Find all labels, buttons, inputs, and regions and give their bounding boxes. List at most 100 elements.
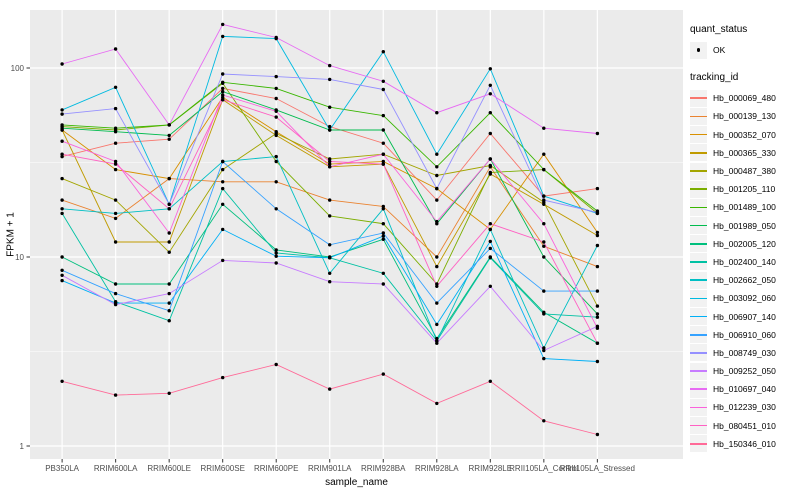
data-point [435,198,439,202]
data-point [381,231,385,235]
legend-item-label: Hb_000365_330 [713,147,776,158]
data-point [381,234,385,238]
data-point [60,198,64,202]
data-point [60,255,64,259]
legend-item-Hb_001989_050: Hb_001989_050 [690,217,800,235]
data-point [113,47,118,51]
data-point [113,106,118,111]
data-point [542,289,546,293]
legend-item-Hb_001489_100: Hb_001489_100 [690,198,800,216]
data-point [167,207,171,211]
legend-item-Hb_006907_140: Hb_006907_140 [690,307,800,326]
data-point [274,115,278,119]
legend-key-box [690,308,707,326]
data-point [542,167,546,172]
data-point [435,341,439,345]
legend-item-ok: OK [690,41,800,59]
line-swatch-icon [690,115,707,118]
y-tick-label: 1 [20,442,25,451]
data-point [113,291,118,296]
x-tick-label: RRII105LA_Stressed [560,464,635,473]
x-tick-label: RRIM600PE [254,464,298,473]
data-point [595,131,600,136]
data-point [274,251,278,255]
legend-item-Hb_002005_120: Hb_002005_120 [690,235,800,253]
data-point [113,162,118,166]
data-point [542,244,546,248]
data-point [167,291,171,296]
legend-item-Hb_000487_380: Hb_000487_380 [690,162,800,180]
data-point [381,282,385,286]
data-point [488,246,492,251]
data-point [113,126,118,130]
y-axis-title: FPKM + 1 [5,212,17,257]
data-point [542,346,546,350]
data-point [60,152,64,156]
data-point [435,264,439,269]
data-point [221,202,225,206]
line-swatch-icon [690,370,707,372]
line-swatch-icon [690,388,707,391]
x-tick-label: RRIM600LE [147,464,191,473]
data-point [221,186,225,191]
data-point [328,387,332,391]
line-swatch-icon [690,152,707,154]
legend-title-tracking-id: tracking_id [690,72,739,84]
data-point [381,152,385,156]
data-point [542,419,546,423]
x-tick-label: RRIM928BA [361,464,406,473]
data-point [274,154,278,159]
legend-key-box [690,198,707,216]
data-point [381,79,385,84]
data-point [274,96,278,101]
data-point [488,67,492,71]
data-point [328,77,332,82]
line-swatch-icon [690,133,707,136]
x-tick-label: RRIM600SE [200,464,244,473]
data-point [60,278,64,283]
data-point [435,186,439,191]
line-swatch-icon [690,352,707,354]
data-point [60,207,64,211]
legend-key-box [690,435,707,453]
data-point [274,254,278,258]
data-point [113,240,118,244]
legend: quant_status OK tracking_id Hb_000069_48… [690,24,800,453]
legend-key-box [690,126,707,144]
data-point [328,105,332,109]
legend-key-box [690,289,707,307]
legend-item-label: OK [713,45,726,56]
data-point [274,362,278,367]
line-swatch-icon [690,333,707,336]
data-point [167,240,171,244]
tracking-id-legend-items: Hb_000069_480 Hb_000139_130 Hb_000352_070 H… [690,89,800,453]
legend-key-box [690,398,707,416]
data-point [595,326,600,330]
data-point [113,85,118,90]
data-point [113,282,118,286]
data-point [328,165,332,169]
data-point [381,222,385,226]
data-point [167,319,171,323]
data-point [381,271,385,275]
legend-item-Hb_000139_130: Hb_000139_130 [690,107,800,125]
x-tick-label: RRII105LA_Control [509,464,579,473]
data-point [167,301,171,305]
data-point [435,111,439,115]
data-point [221,159,225,164]
legend-item-label: Hb_080451_010 [713,420,776,431]
data-point [435,152,439,156]
legend-title-quant-status: quant_status [690,24,748,35]
data-point [488,379,492,383]
data-point [488,111,492,115]
legend-item-Hb_002662_050: Hb_002662_050 [690,271,800,289]
data-point [274,159,278,164]
data-point [542,356,546,361]
data-point [60,154,64,159]
data-point [381,128,385,132]
data-point [488,239,492,244]
data-point [113,302,118,307]
data-point [328,214,332,218]
legend-item-label: Hb_150346_010 [713,438,776,449]
legend-item-label: Hb_010697_040 [713,384,776,395]
